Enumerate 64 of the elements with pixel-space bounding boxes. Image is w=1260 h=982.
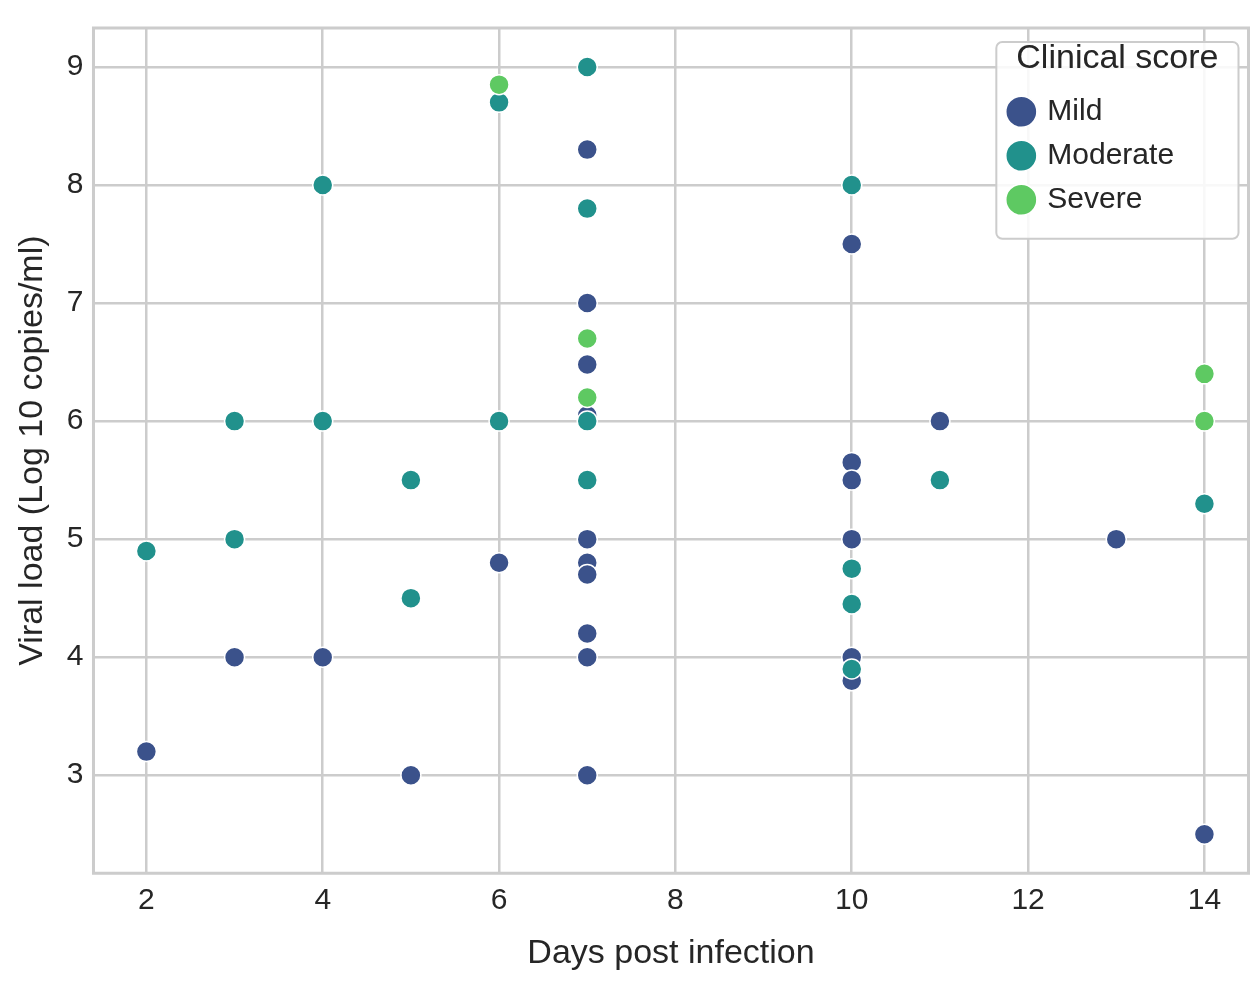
point — [1193, 363, 1216, 385]
point — [840, 469, 863, 491]
point — [1193, 492, 1216, 515]
point — [400, 764, 422, 786]
point — [223, 410, 246, 432]
point — [576, 56, 598, 78]
point — [840, 233, 863, 255]
point — [1105, 528, 1127, 550]
point — [400, 587, 422, 609]
point — [488, 91, 510, 114]
x-tick-label: 14 — [1187, 882, 1222, 916]
point — [840, 528, 863, 550]
x-tick-label: 8 — [667, 882, 684, 916]
point — [1193, 823, 1216, 845]
point — [135, 740, 158, 763]
legend-title: Clinical score — [1016, 37, 1219, 76]
y-tick-label: 3 — [66, 756, 84, 790]
point — [1193, 410, 1216, 432]
point — [223, 646, 246, 668]
y-tick-label: 9 — [66, 48, 84, 82]
point — [576, 410, 598, 432]
x-tick-label: 10 — [835, 882, 869, 916]
y-tick-label: 5 — [66, 520, 84, 554]
y-tick-label: 6 — [66, 402, 84, 436]
y-axis-title: Viral load (Log 10 copies/ml) — [10, 235, 49, 666]
point — [576, 353, 598, 376]
point — [576, 622, 598, 645]
point — [840, 451, 863, 474]
point — [929, 410, 951, 432]
point — [400, 469, 422, 491]
point — [576, 563, 598, 586]
point — [576, 327, 598, 350]
legend-label: Mild — [1047, 93, 1103, 127]
point — [576, 764, 598, 786]
point — [311, 646, 334, 668]
legend-label: Moderate — [1047, 137, 1175, 171]
point — [929, 469, 951, 491]
point — [488, 551, 510, 574]
point — [576, 646, 598, 668]
y-tick-label: 4 — [66, 638, 84, 672]
legend-label: Severe — [1047, 181, 1143, 215]
x-tick-label: 6 — [490, 882, 508, 916]
point — [576, 197, 598, 220]
point — [840, 593, 863, 615]
y-tick-label: 7 — [66, 284, 84, 318]
point — [576, 386, 598, 409]
point — [576, 292, 598, 314]
x-tick-label: 12 — [1011, 882, 1045, 916]
x-axis-title: Days post infection — [527, 931, 815, 970]
point — [488, 410, 510, 432]
x-tick-label: 4 — [314, 882, 332, 916]
point — [840, 658, 863, 680]
point — [840, 557, 863, 580]
point — [135, 540, 158, 562]
point — [223, 528, 246, 550]
point — [311, 410, 334, 432]
point — [840, 174, 863, 196]
point — [576, 469, 598, 491]
point — [576, 138, 598, 161]
point — [576, 528, 598, 550]
point — [311, 174, 334, 196]
x-tick-label: 2 — [138, 882, 155, 916]
point — [488, 73, 510, 96]
y-tick-label: 8 — [66, 166, 84, 200]
